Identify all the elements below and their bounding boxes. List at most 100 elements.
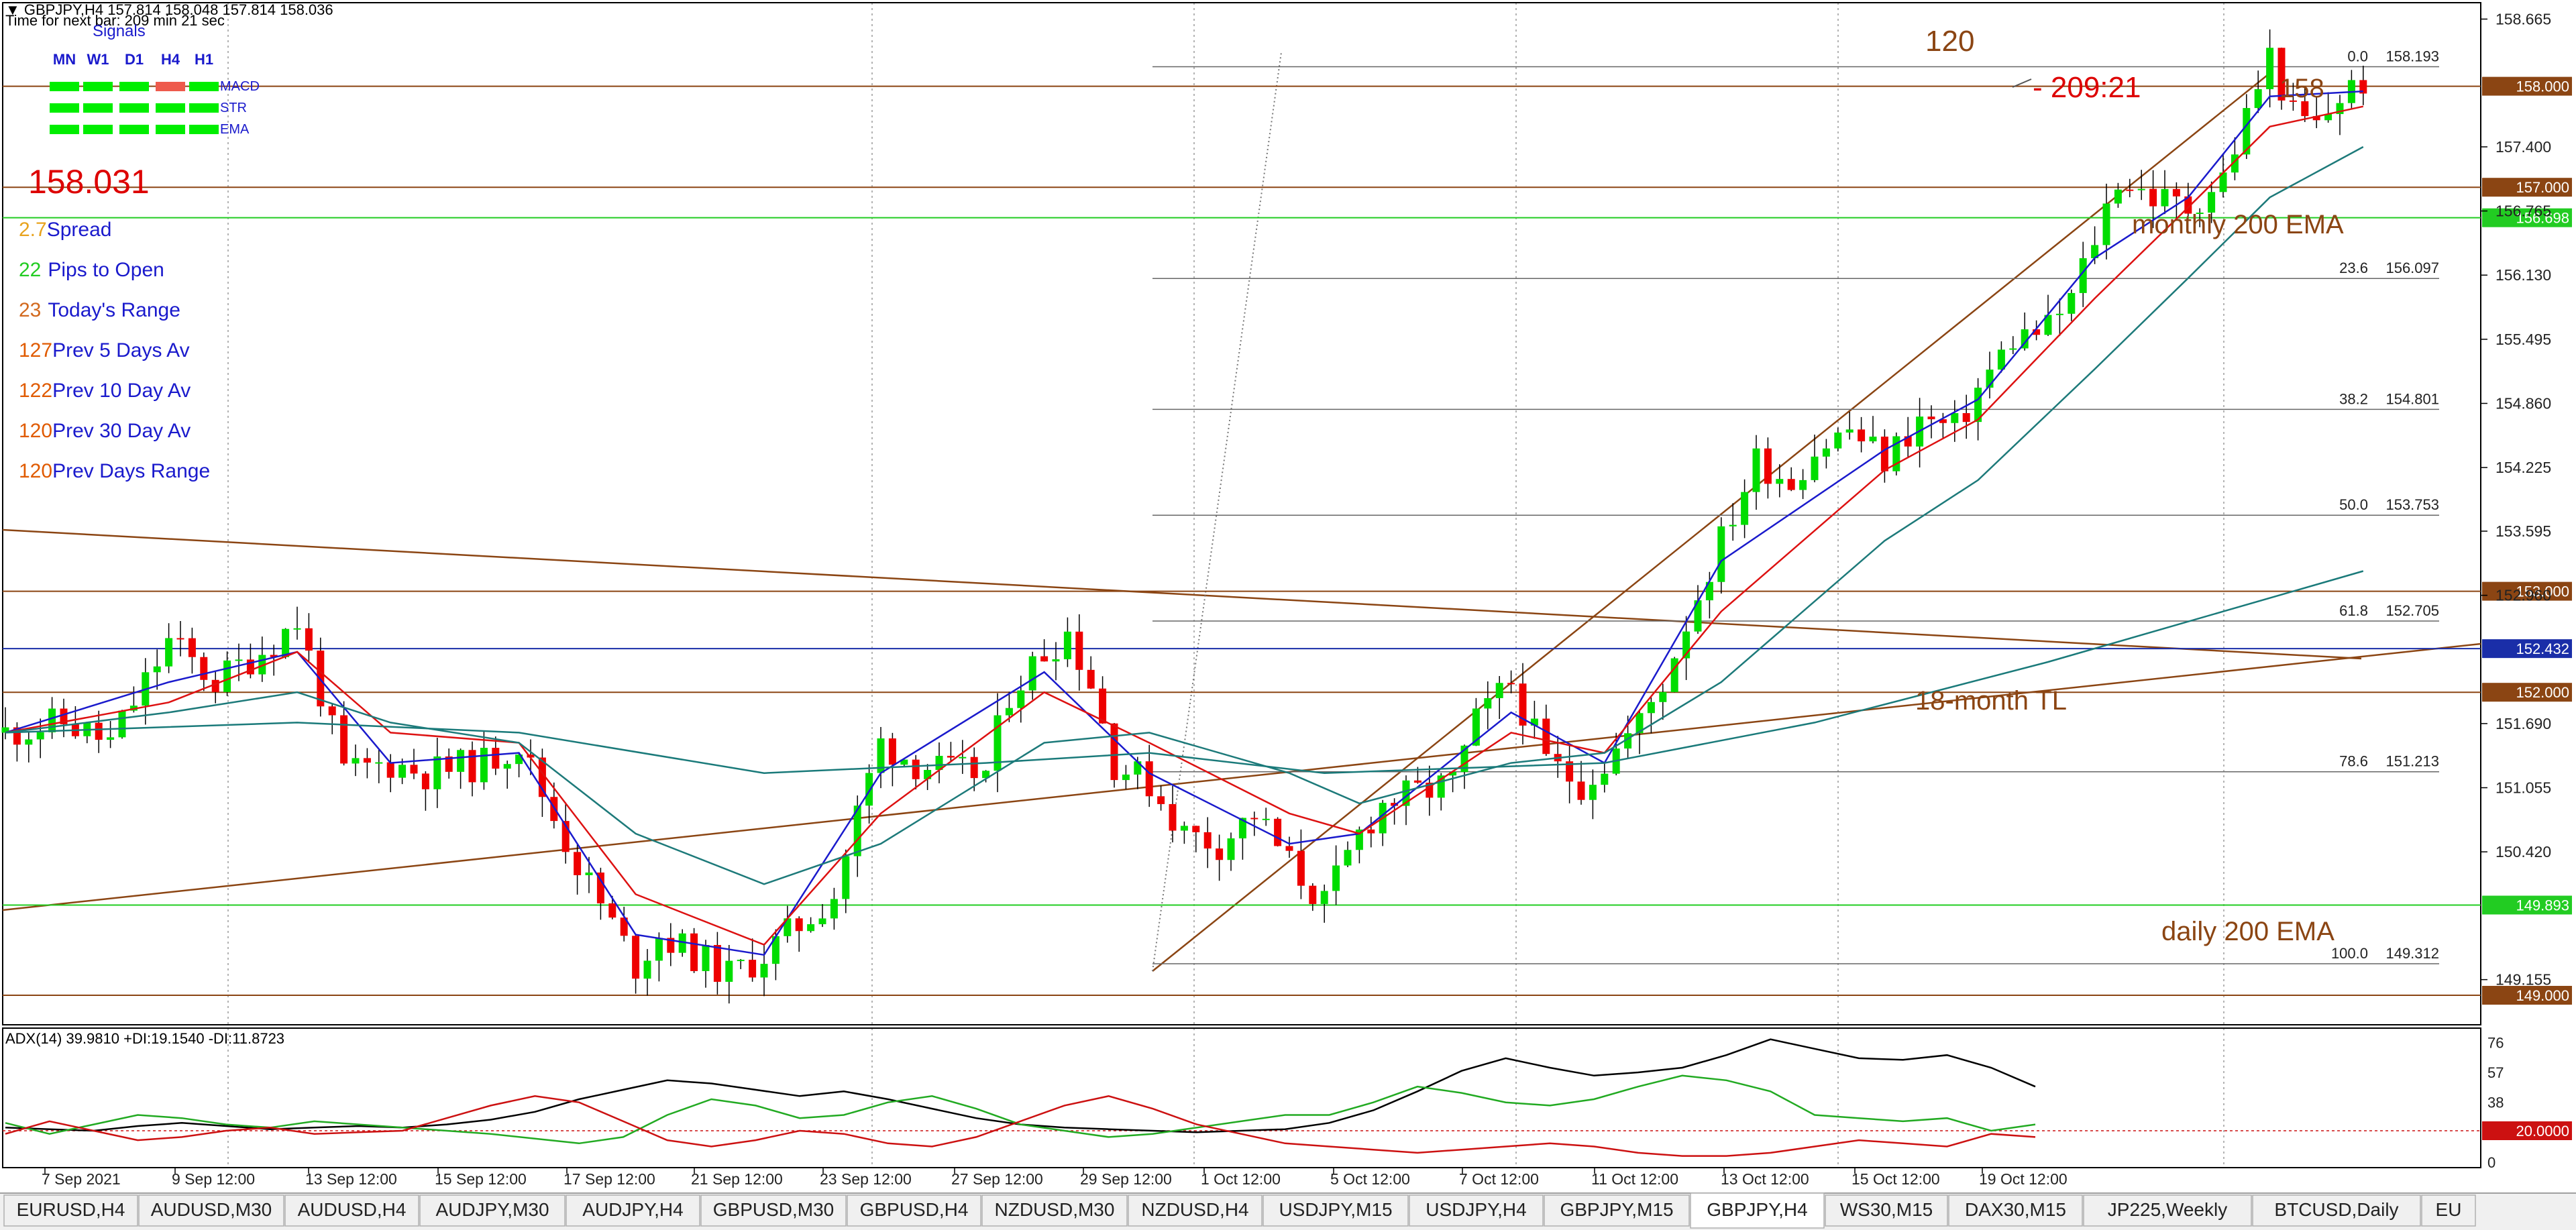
- bull-candle: [153, 666, 161, 673]
- symbol-tab[interactable]: [566, 1194, 700, 1227]
- bear-candle: [1203, 832, 1212, 849]
- bull-candle: [1741, 492, 1749, 525]
- bull-candle: [2068, 292, 2076, 314]
- chart-annotation: - 209:21: [2033, 71, 2141, 104]
- symbol-tab[interactable]: [981, 1194, 1128, 1227]
- bull-candle: [1647, 702, 1655, 714]
- symbol-tab[interactable]: [1263, 1194, 1409, 1227]
- bull-candle: [258, 655, 266, 675]
- bear-candle: [1075, 631, 1083, 670]
- bear-candle: [1391, 803, 1399, 806]
- symbol-tab[interactable]: [419, 1194, 566, 1227]
- symbol-tab-label[interactable]: JP225,Weekly: [2108, 1199, 2227, 1220]
- adx-tick-label: 0: [2487, 1154, 2496, 1171]
- symbol-tab[interactable]: [1544, 1194, 1690, 1227]
- signal-box-green: [119, 82, 149, 91]
- bear-candle: [1939, 419, 1947, 423]
- symbol-tab-label[interactable]: GBPUSD,H4: [860, 1199, 969, 1220]
- bull-candle: [935, 756, 943, 771]
- symbol-tab-label[interactable]: EURUSD,H4: [17, 1199, 125, 1220]
- bear-candle: [1764, 448, 1772, 484]
- symbol-tab[interactable]: [2421, 1194, 2476, 1227]
- stat-value: 120: [19, 460, 52, 482]
- adx-tick-label: 57: [2487, 1064, 2504, 1081]
- bull-candle: [1834, 432, 1842, 449]
- symbol-tab-label[interactable]: BTCUSD,Daily: [2274, 1199, 2398, 1220]
- fib-level-label: 50.0: [2339, 496, 2368, 513]
- price-level-tag: [2482, 986, 2572, 1005]
- symbol-tab[interactable]: [2252, 1194, 2421, 1227]
- bear-candle: [608, 903, 616, 918]
- fib-price-label: 158.193: [2385, 48, 2439, 65]
- symbol-tab-label[interactable]: GBPUSD,M30: [713, 1199, 835, 1220]
- bear-candle: [574, 852, 582, 875]
- symbol-tab-label[interactable]: USDJPY,M15: [1279, 1199, 1392, 1220]
- symbol-tab-label[interactable]: NZDUSD,H4: [1141, 1199, 1248, 1220]
- bear-candle: [1040, 656, 1049, 662]
- symbol-tab-label[interactable]: AUDUSD,H4: [298, 1199, 407, 1220]
- signal-box-green: [119, 125, 149, 134]
- stat-value: 127: [19, 339, 52, 361]
- bull-candle: [1694, 600, 1702, 632]
- bull-candle: [1320, 891, 1328, 904]
- adx-level-label: 20.0000: [2516, 1123, 2569, 1139]
- symbol-tab-label[interactable]: NZDUSD,M30: [995, 1199, 1115, 1220]
- symbol-tab[interactable]: [1128, 1194, 1263, 1227]
- bear-candle: [13, 727, 21, 745]
- stat-value: 22: [19, 259, 41, 281]
- symbol-tab[interactable]: [700, 1194, 847, 1227]
- stat-label: Prev Days Range: [52, 460, 210, 482]
- symbol-tab[interactable]: [847, 1194, 981, 1227]
- price-tick-label: 156.130: [2496, 266, 2551, 284]
- symbol-tab[interactable]: [1690, 1192, 1825, 1229]
- symbol-tab-label[interactable]: WS30,M15: [1840, 1199, 1933, 1220]
- bull-candle: [503, 764, 511, 769]
- fib-price-label: 154.801: [2385, 390, 2439, 407]
- bear-candle: [888, 738, 896, 765]
- fib-level-label: 23.6: [2339, 260, 2368, 276]
- bull-candle: [1682, 631, 1690, 659]
- fib-price-label: 152.705: [2385, 602, 2439, 619]
- bear-candle: [667, 938, 675, 953]
- symbol-tab-label[interactable]: AUDUSD,M30: [151, 1199, 272, 1220]
- symbol-tab[interactable]: [2083, 1194, 2252, 1227]
- bull-candle: [982, 771, 990, 779]
- symbol-tab-label[interactable]: EU: [2436, 1199, 2462, 1220]
- symbol-tab[interactable]: [1825, 1194, 1948, 1227]
- symbol-tab[interactable]: [1409, 1194, 1544, 1227]
- bull-candle: [25, 739, 33, 745]
- countdown-pointer: [2012, 78, 2032, 88]
- symbol-tab[interactable]: [284, 1194, 419, 1227]
- bear-candle: [2126, 189, 2134, 191]
- bear-candle: [2184, 196, 2192, 214]
- bear-candle: [211, 679, 219, 692]
- bull-candle: [515, 754, 523, 765]
- symbol-tab[interactable]: [138, 1194, 284, 1227]
- symbol-tab[interactable]: [3, 1194, 138, 1227]
- symbol-tab-label[interactable]: DAX30,M15: [1965, 1199, 2066, 1220]
- symbol-tab[interactable]: [1948, 1194, 2083, 1227]
- chart-symbol-header: ▼ GBPJPY,H4 157.814 158.048 157.814 158.…: [5, 1, 333, 18]
- chart-annotation: 18-month TL: [1915, 686, 2067, 716]
- symbol-tab-label[interactable]: AUDJPY,M30: [435, 1199, 549, 1220]
- bear-candle: [1577, 781, 1585, 800]
- price-level-label: 152.000: [2516, 684, 2569, 701]
- time-tick-label: 7 Sep 2021: [42, 1170, 121, 1188]
- symbol-tab-label[interactable]: AUDJPY,H4: [582, 1199, 683, 1220]
- stat-row: 22 Pips to Open: [19, 259, 164, 281]
- bear-candle: [492, 748, 500, 769]
- signal-timeframe-label: MN: [53, 51, 76, 68]
- bull-candle: [771, 936, 780, 964]
- price-level-tag: [2482, 581, 2572, 601]
- signal-box-green: [83, 125, 113, 134]
- symbol-tab-label[interactable]: USDJPY,H4: [1426, 1199, 1526, 1220]
- price-level-tag: [2482, 208, 2572, 227]
- symbol-tab-label[interactable]: GBPJPY,H4: [1707, 1199, 1807, 1220]
- bull-candle: [1892, 436, 1900, 471]
- symbol-tab-label[interactable]: GBPJPY,M15: [1560, 1199, 1673, 1220]
- bull-candle: [1227, 838, 1235, 860]
- bull-candle: [1332, 865, 1340, 891]
- bull-candle: [293, 628, 301, 630]
- bear-candle: [2301, 101, 2309, 117]
- main-panel-frame: [2, 2, 2481, 1025]
